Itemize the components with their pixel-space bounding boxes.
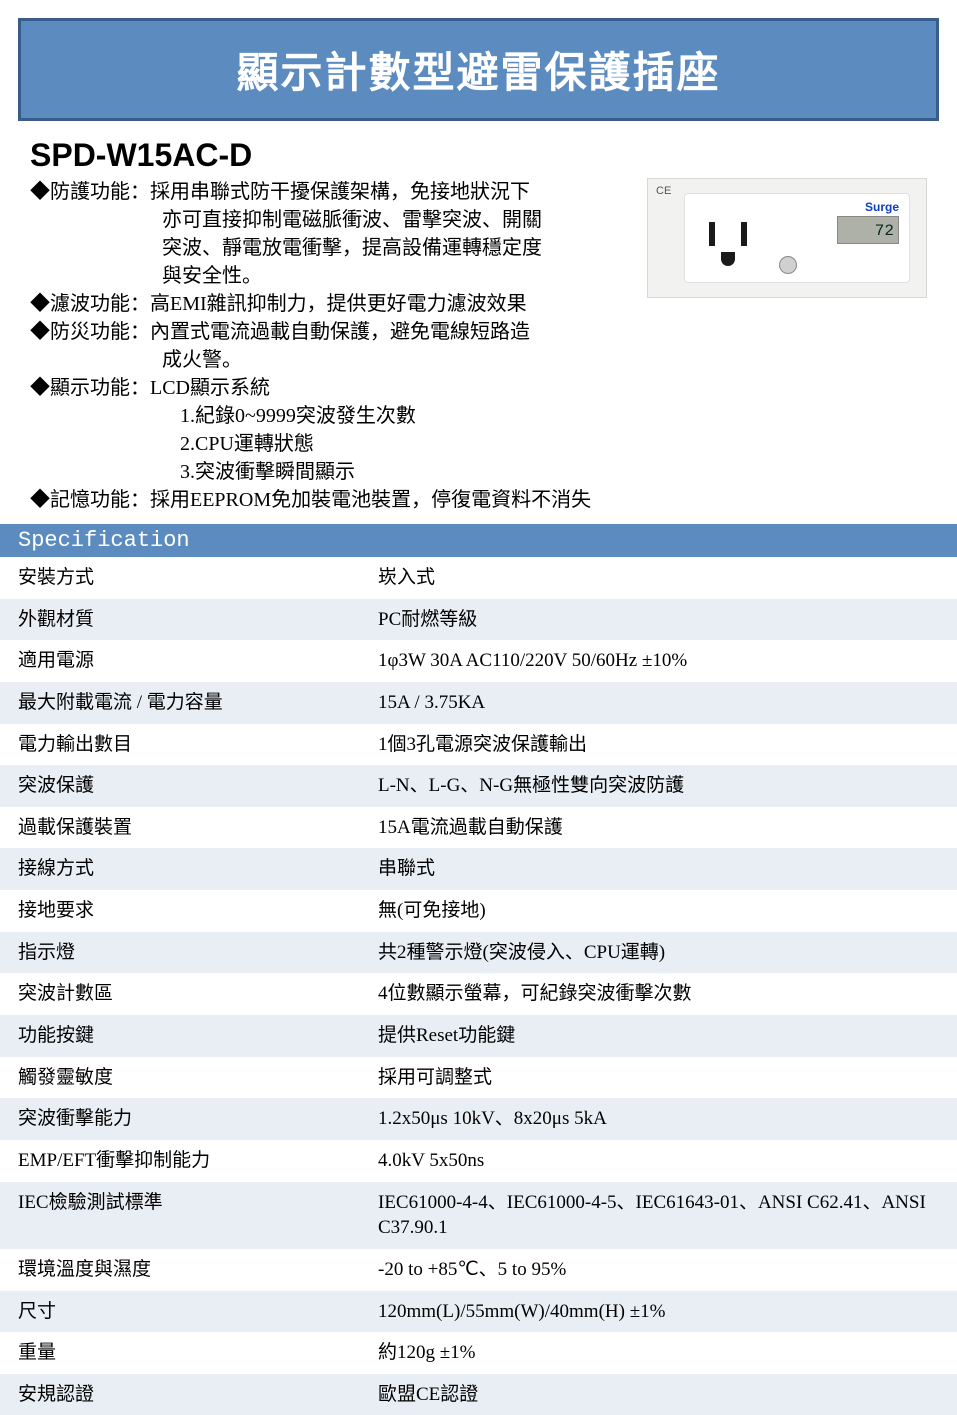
spec-value: 1.2x50μs 10kV、8x20μs 5kA [360,1098,957,1140]
feature-subline: 2.CPU運轉狀態 [30,430,927,458]
slot-right [741,222,747,246]
spec-key: 外觀材質 [0,599,360,641]
spec-key: IEC檢驗測試標準 [0,1182,360,1249]
feature-heading: ◆記憶功能：採用EEPROM免加裝電池裝置，停復電資料不消失 [30,486,927,514]
spec-row: IEC檢驗測試標準IEC61000-4-4、IEC61000-4-5、IEC61… [0,1182,957,1249]
features-section: CE Surge 72 ◆防護功能：採用串聯式防干擾保護架構，免接地狀況下亦可直… [0,178,957,522]
feature-subline: 3.突波衝擊瞬間顯示 [30,458,927,486]
feature-heading: ◆防災功能：內置式電流過載自動保護，避免電線短路造 [30,318,927,346]
spec-value: L-N、L-G、N-G無極性雙向突波防護 [360,765,957,807]
spec-key: 觸發靈敏度 [0,1057,360,1099]
spec-value: 1個3孔電源突波保護輸出 [360,724,957,766]
spec-header: Specification [0,524,957,557]
spec-row: 重量約120g ±1% [0,1332,957,1374]
spec-key: 電力輸出數目 [0,724,360,766]
ce-mark: CE [656,185,671,197]
feature-heading: ◆顯示功能：LCD顯示系統 [30,374,927,402]
outlet-plate: Surge 72 [684,193,910,283]
spec-row: 指示燈共2種警示燈(突波侵入、CPU運轉) [0,932,957,974]
spec-key: 最大附載電流 / 電力容量 [0,682,360,724]
spec-value: 串聯式 [360,848,957,890]
spec-row: 接線方式串聯式 [0,848,957,890]
spec-value: 無(可免接地) [360,890,957,932]
spec-table: 安裝方式崁入式外觀材質PC耐燃等級適用電源1φ3W 30A AC110/220V… [0,557,957,1415]
spec-value: 提供Reset功能鍵 [360,1015,957,1057]
spec-value: PC耐燃等級 [360,599,957,641]
spec-key: 重量 [0,1332,360,1374]
spec-row: 最大附載電流 / 電力容量15A / 3.75KA [0,682,957,724]
spec-value: 共2種警示燈(突波侵入、CPU運轉) [360,932,957,974]
spec-value: 15A / 3.75KA [360,682,957,724]
spec-key: 安裝方式 [0,557,360,599]
spec-key: 接線方式 [0,848,360,890]
ground-hole [721,252,735,266]
spec-key: 尺寸 [0,1291,360,1333]
spec-row: 突波計數區4位數顯示螢幕，可紀錄突波衝擊次數 [0,973,957,1015]
spec-key: 突波保護 [0,765,360,807]
spec-value: 4位數顯示螢幕，可紀錄突波衝擊次數 [360,973,957,1015]
spec-row: 接地要求無(可免接地) [0,890,957,932]
spec-key: 安規認證 [0,1374,360,1415]
lcd-display: 72 [837,216,899,244]
spec-value: 歐盟CE認證 [360,1374,957,1415]
spec-row: 突波衝擊能力1.2x50μs 10kV、8x20μs 5kA [0,1098,957,1140]
spec-key: 接地要求 [0,890,360,932]
spec-key: EMP/EFT衝擊抑制能力 [0,1140,360,1182]
model-row: SPD-W15AC-D [0,131,957,178]
spec-key: 突波衝擊能力 [0,1098,360,1140]
socket-icon [703,218,753,274]
spec-row: 安裝方式崁入式 [0,557,957,599]
spec-row: 電力輸出數目1個3孔電源突波保護輸出 [0,724,957,766]
feature-subline: 1.紀錄0~9999突波發生次數 [30,402,927,430]
spec-key: 突波計數區 [0,973,360,1015]
spec-row: 尺寸120mm(L)/55mm(W)/40mm(H) ±1% [0,1291,957,1333]
model-number: SPD-W15AC-D [30,137,252,173]
spec-key: 過載保護裝置 [0,807,360,849]
surge-label: Surge [865,200,899,214]
spec-value: 1φ3W 30A AC110/220V 50/60Hz ±10% [360,640,957,682]
feature-cont: 成火警。 [30,346,927,374]
spec-value: -20 to +85℃、5 to 95% [360,1249,957,1291]
spec-row: 環境溫度與濕度-20 to +85℃、5 to 95% [0,1249,957,1291]
spec-row: 觸發靈敏度採用可調整式 [0,1057,957,1099]
slot-left [709,222,715,246]
spec-row: EMP/EFT衝擊抑制能力4.0kV 5x50ns [0,1140,957,1182]
spec-value: 崁入式 [360,557,957,599]
spec-row: 突波保護L-N、L-G、N-G無極性雙向突波防護 [0,765,957,807]
spec-row: 適用電源1φ3W 30A AC110/220V 50/60Hz ±10% [0,640,957,682]
spec-value: 採用可調整式 [360,1057,957,1099]
product-image: CE Surge 72 [647,178,927,298]
spec-row: 過載保護裝置15A電流過載自動保護 [0,807,957,849]
spec-row: 功能按鍵提供Reset功能鍵 [0,1015,957,1057]
title-banner: 顯示計數型避雷保護插座 [18,18,939,121]
spec-key: 指示燈 [0,932,360,974]
spec-value: 4.0kV 5x50ns [360,1140,957,1182]
spec-value: 約120g ±1% [360,1332,957,1374]
reset-button-icon [779,256,797,274]
spec-key: 功能按鍵 [0,1015,360,1057]
spec-row: 外觀材質PC耐燃等級 [0,599,957,641]
spec-value: 15A電流過載自動保護 [360,807,957,849]
spec-value: IEC61000-4-4、IEC61000-4-5、IEC61643-01、AN… [360,1182,957,1249]
spec-key: 環境溫度與濕度 [0,1249,360,1291]
spec-row: 安規認證歐盟CE認證 [0,1374,957,1415]
spec-value: 120mm(L)/55mm(W)/40mm(H) ±1% [360,1291,957,1333]
spec-key: 適用電源 [0,640,360,682]
page-title: 顯示計數型避雷保護插座 [21,39,936,100]
